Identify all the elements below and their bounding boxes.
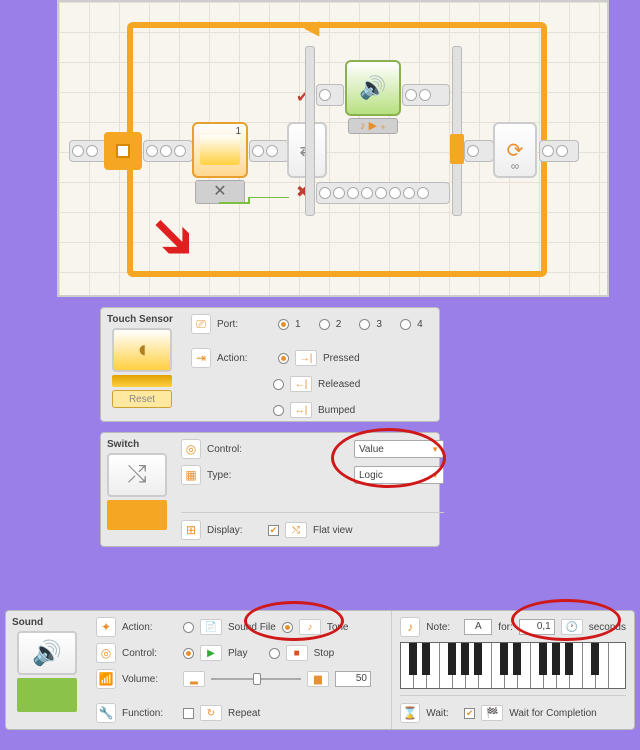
switch-panel: Switch ⤭ ◎ Control: Value▼ ▦ Type: Logic…	[100, 432, 440, 547]
sound-panel: Sound 🔊 ✦ Action: 📄 Sound File ♪ Tone ◎ …	[5, 610, 635, 730]
port-row: ⎚ Port: 1 2 3 4	[191, 313, 431, 335]
loop-end-block[interactable]: ⟳ ∞	[493, 122, 537, 178]
volume-value[interactable]: 50	[335, 671, 371, 687]
beam	[539, 140, 579, 162]
duration-value[interactable]: 0,1	[519, 619, 555, 635]
panel-title: Switch	[107, 439, 139, 450]
control-icon: ◎	[181, 439, 201, 459]
port-3-radio[interactable]	[359, 319, 370, 330]
released-radio[interactable]	[273, 379, 284, 390]
beam	[316, 84, 344, 106]
note-row: ♪ Note: A for: 0,1 🕐 seconds	[400, 616, 626, 638]
loop-arrow-icon: ◀	[304, 15, 319, 40]
status-strip	[17, 678, 77, 712]
start-block[interactable]	[104, 132, 142, 170]
stop-icon: ■	[286, 645, 308, 661]
switch-icon: ⤭	[107, 453, 167, 497]
sound-icon: 🔊	[17, 631, 77, 675]
port-icon: ⎚	[191, 314, 211, 334]
bumped-icon: ↔|	[290, 402, 312, 418]
action-row: ✦ Action: 📄 Sound File ♪ Tone	[96, 616, 383, 638]
control-row: ◎ Control: ▶ Play ■ Stop	[96, 642, 383, 664]
port-1-radio[interactable]	[278, 319, 289, 330]
piano-keyboard[interactable]	[400, 642, 626, 689]
flatview-check[interactable]: ✔	[268, 525, 279, 536]
sound-block[interactable]: 🔊	[345, 60, 401, 116]
beam	[316, 182, 450, 204]
bumped-radio[interactable]	[273, 405, 284, 416]
pressed-radio[interactable]	[278, 353, 289, 364]
program-canvas: ◀ 1 ✕ ⇄ ✔ 🔊 ♪ ▶ ₊ ✖ ⟳ ∞ ➔	[57, 0, 609, 297]
volume-slider[interactable]	[211, 672, 301, 686]
note-icon: ♪	[400, 617, 420, 637]
action-icon: ✦	[96, 617, 116, 637]
display-row: ⊞ Display: ✔ ⤭ Flat view	[181, 519, 444, 541]
beam	[402, 84, 450, 106]
switch-bar	[452, 46, 462, 216]
touch-sensor-panel: Touch Sensor ◖ Reset ⎚ Port: 1 2 3 4 ⇥ A…	[100, 307, 440, 422]
panel-title: Touch Sensor	[107, 314, 173, 325]
control-icon: ◎	[96, 643, 116, 663]
soundfile-radio[interactable]	[183, 622, 194, 633]
file-icon: 📄	[200, 619, 222, 635]
repeat-check[interactable]	[183, 708, 194, 719]
repeat-icon: ↻	[200, 705, 222, 721]
note-value[interactable]: A	[464, 619, 492, 635]
wait-check[interactable]: ✔	[464, 708, 475, 719]
sound-block-footer: ♪ ▶ ₊	[348, 118, 398, 134]
stop-radio[interactable]	[269, 648, 280, 659]
released-icon: ←|	[290, 376, 312, 392]
flatview-icon: ⤭	[285, 522, 307, 538]
control-dropdown[interactable]: Value▼	[354, 440, 444, 458]
type-row: ▦ Type: Logic▼	[181, 464, 444, 486]
port-number: 1	[235, 126, 241, 137]
action-icon: ⇥	[191, 348, 211, 368]
function-row: 🔧 Function: ↻ Repeat	[96, 702, 383, 724]
touch-sensor-icon: ◖	[112, 328, 172, 372]
vol-low-icon: ▂	[183, 671, 205, 687]
status-strip	[112, 375, 172, 387]
control-row: ◎ Control: Value▼	[181, 438, 444, 460]
beam	[69, 140, 107, 162]
port-4-radio[interactable]	[400, 319, 411, 330]
touch-sensor-block[interactable]: 1	[192, 122, 248, 178]
type-icon: ▦	[181, 465, 201, 485]
pressed-icon: →|	[295, 350, 317, 366]
vol-high-icon: ▆	[307, 671, 329, 687]
play-icon: ▶	[200, 645, 222, 661]
switch-merge	[450, 134, 464, 164]
volume-icon: 📶	[96, 669, 116, 689]
finish-icon: 🏁	[481, 705, 503, 721]
clock-icon: 🕐	[561, 619, 583, 635]
wait-icon: ⌛	[400, 703, 420, 723]
port-2-radio[interactable]	[319, 319, 330, 330]
switch-bar	[305, 46, 315, 216]
display-icon: ⊞	[181, 520, 201, 540]
data-wire	[219, 197, 299, 217]
tone-radio[interactable]	[282, 622, 293, 633]
panel-title: Sound	[12, 617, 43, 628]
type-dropdown[interactable]: Logic▼	[354, 466, 444, 484]
wait-row: ⌛ Wait: ✔ 🏁 Wait for Completion	[400, 702, 626, 724]
tone-icon: ♪	[299, 619, 321, 635]
play-radio[interactable]	[183, 648, 194, 659]
reset-button[interactable]: Reset	[112, 390, 172, 408]
function-icon: 🔧	[96, 703, 116, 723]
beam	[249, 140, 289, 162]
action-row: ⇥ Action: →| Pressed	[191, 347, 431, 369]
beam	[143, 140, 193, 162]
status-strip	[107, 500, 167, 530]
volume-row: 📶 Volume: ▂ ▆ 50	[96, 668, 383, 690]
beam	[464, 140, 494, 162]
